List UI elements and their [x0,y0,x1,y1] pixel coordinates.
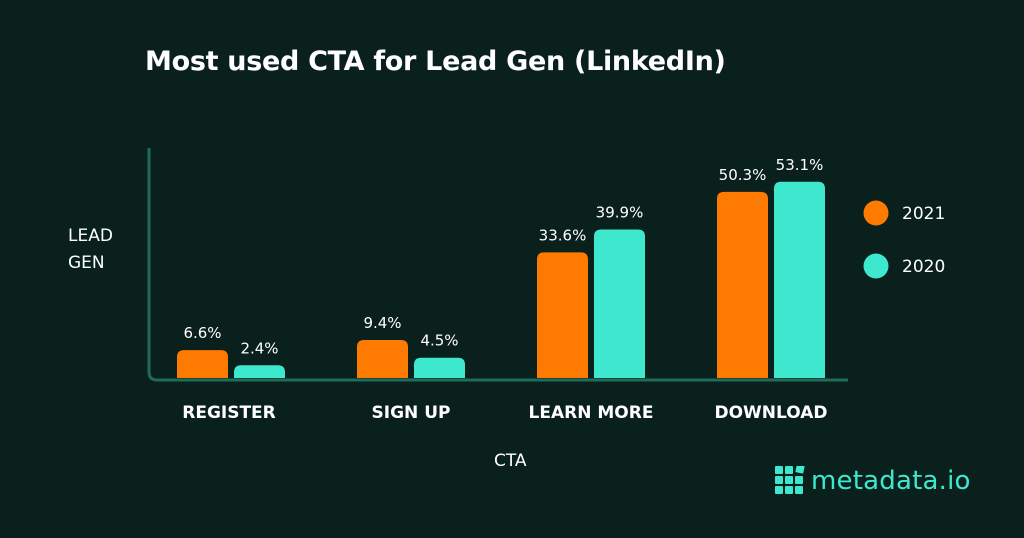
data-label: 4.5% [420,332,458,350]
legend-label: 2021 [902,204,945,224]
bar-2020-0 [234,365,285,378]
data-label: 53.1% [776,156,824,174]
bar-2020-3 [774,181,825,378]
legend-label: 2020 [902,257,945,277]
legend-swatch-2020 [863,253,889,279]
data-label: 9.4% [363,314,401,332]
x-tick-label: DOWNLOAD [714,403,827,423]
bar-2021-1 [357,339,408,378]
data-label: 33.6% [539,226,587,244]
y-axis-label: LEAD GEN [68,226,113,273]
axis-lines [147,148,848,382]
bar-2020-1 [414,357,465,378]
data-label: 6.6% [183,324,221,342]
metadata-logo: metadata.io [775,466,971,496]
bar-2020-2 [594,229,645,378]
logo-grid-icon [775,466,805,494]
data-label: 39.9% [596,204,644,222]
x-tick-label: SIGN UP [372,403,451,423]
data-label: 2.4% [240,339,278,357]
x-tick-label: LEARN MORE [529,403,654,423]
logo-text: metadata.io [811,466,971,496]
legend-swatch-2021 [863,200,889,226]
bar-2021-0 [177,350,228,378]
bar-2021-2 [537,252,588,378]
data-label: 50.3% [719,166,767,184]
chart-title: Most used CTA for Lead Gen (LinkedIn) [145,46,726,77]
x-axis-label: CTA [494,451,527,471]
x-tick-label: REGISTER [182,403,276,423]
bar-2021-3 [717,191,768,378]
